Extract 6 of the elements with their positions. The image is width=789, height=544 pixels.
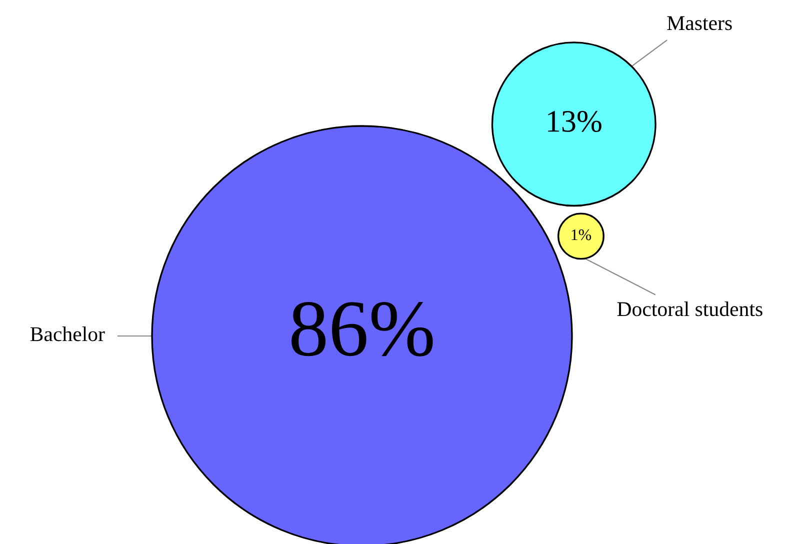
data-label: 86%	[292, 302, 433, 356]
data-label: 1%	[572, 229, 592, 240]
data-label: 13%	[548, 110, 602, 132]
category-label: Bachelor	[30, 326, 105, 342]
category-label: Doctoral students	[617, 301, 762, 316]
category-label: Masters	[667, 16, 732, 30]
